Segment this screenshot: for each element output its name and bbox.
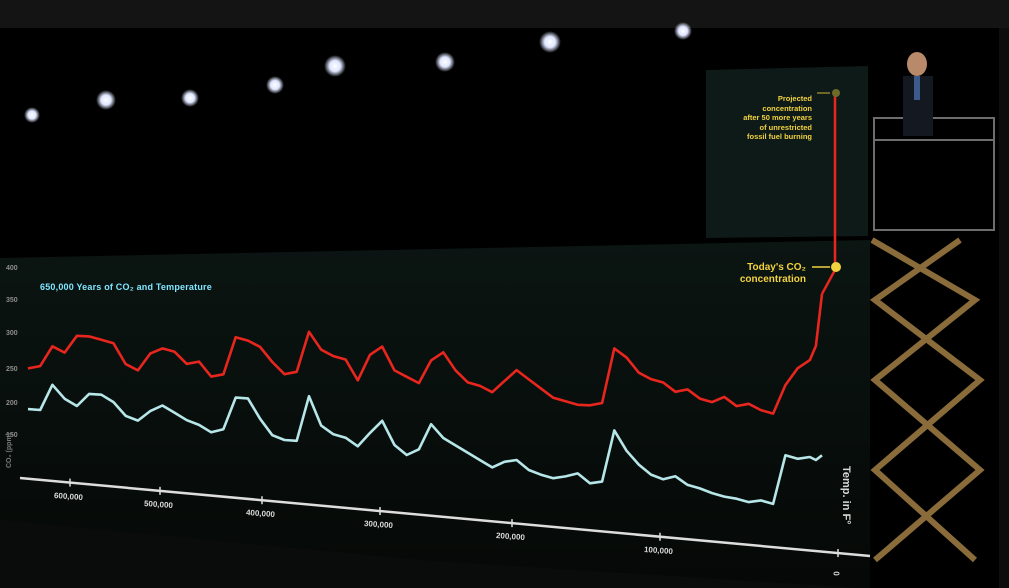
y-tick-label: 250 xyxy=(6,366,18,373)
ceiling-light xyxy=(96,90,116,110)
projected-annotation: Projected concentration after 50 more ye… xyxy=(712,94,812,142)
stage-floor xyxy=(0,520,860,588)
projection-screen-upper xyxy=(706,66,868,238)
projected-marker xyxy=(832,89,840,97)
y-tick-label: 200 xyxy=(6,400,18,407)
temperature-axis-label: Temp. in F° xyxy=(840,466,852,525)
today-marker xyxy=(831,262,841,272)
scissor-lift xyxy=(869,237,985,563)
projection-screen xyxy=(0,240,870,588)
today-annotation: Today's CO₂ concentration xyxy=(706,262,806,286)
projected-line-1: Projected xyxy=(777,94,812,103)
co2-axis-label: CO₂ (ppm) xyxy=(6,433,13,468)
projected-line-4: of unrestricted xyxy=(759,122,812,132)
x-tick-label: 600,000 xyxy=(53,490,84,502)
y-tick-label: 150 xyxy=(6,432,18,439)
y-tick-label: 400 xyxy=(6,265,18,272)
projected-line-5: fossil fuel burning xyxy=(747,132,812,141)
chart-title: 650,000 Years of CO₂ and Temperature xyxy=(40,282,212,292)
frame-edge xyxy=(999,28,1009,588)
co2-series-line xyxy=(27,293,824,415)
x-tick-label: 0 xyxy=(832,571,842,576)
projected-line-3: after 50 more years xyxy=(743,113,812,122)
x-axis-line xyxy=(19,476,871,558)
ceiling-light xyxy=(266,76,284,94)
lift-rail xyxy=(873,117,995,231)
plot-area xyxy=(27,269,837,506)
x-tick-label: 100,000 xyxy=(643,544,674,556)
presenter xyxy=(903,52,933,136)
ceiling-light xyxy=(539,31,561,53)
today-line-1: Today's CO₂ xyxy=(747,262,806,273)
x-axis-ticks xyxy=(69,478,839,558)
today-line-2: concentration xyxy=(739,274,806,285)
ceiling-light xyxy=(181,89,199,107)
x-tick-label: 500,000 xyxy=(143,498,174,510)
y-tick-label: 300 xyxy=(6,330,18,337)
ceiling-light xyxy=(324,55,346,77)
ceiling-light xyxy=(435,52,455,72)
letterbox-top xyxy=(0,0,1009,28)
y-tick-label: 350 xyxy=(6,297,18,304)
ceiling-light xyxy=(24,107,40,123)
temperature-series-line xyxy=(27,383,823,506)
projected-line-2: concentration xyxy=(762,103,812,113)
co2-recent-rise xyxy=(820,269,837,295)
ceiling-light xyxy=(674,22,692,40)
